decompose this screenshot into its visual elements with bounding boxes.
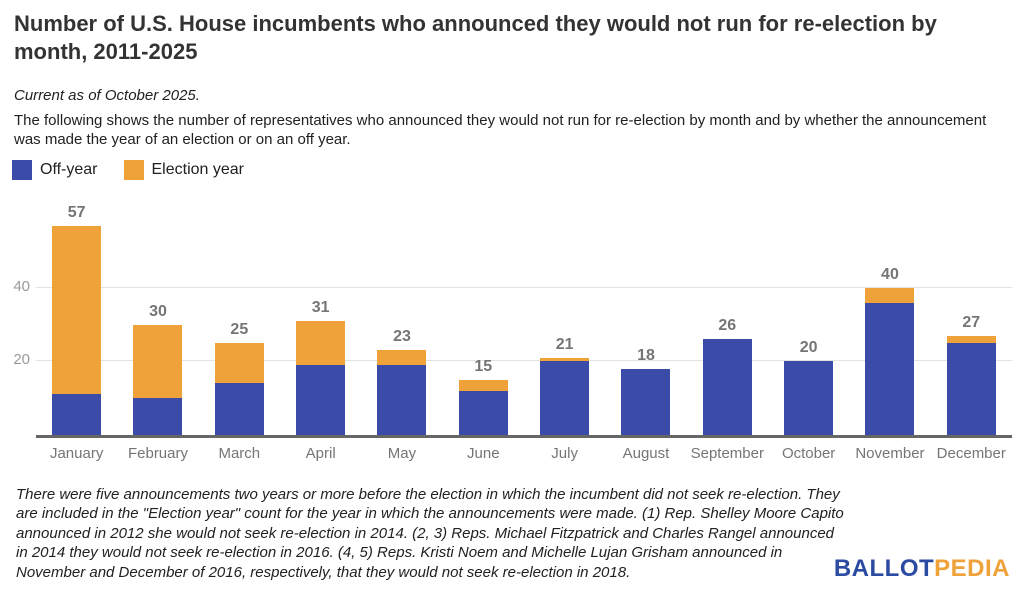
logo-text-pedia: PEDIA xyxy=(934,555,1010,582)
bar-segment-off-year xyxy=(133,398,183,435)
bar-total-label: 20 xyxy=(799,339,818,357)
bar-march: 25 xyxy=(199,322,280,435)
x-axis-labels: January February March April May June July Augu… xyxy=(36,445,1012,462)
x-axis-label-february: February xyxy=(127,444,188,462)
bar-total-label: 25 xyxy=(230,321,249,339)
bar-total-label: 30 xyxy=(149,302,167,320)
bar-segment-election-year xyxy=(133,324,183,399)
bar-segment-election-year xyxy=(865,288,915,303)
y-axis-tick-40: 40 xyxy=(13,278,30,296)
bar-total-label: 40 xyxy=(881,266,899,284)
bar-segment-election-year xyxy=(377,350,427,366)
legend-label: Election year xyxy=(151,161,245,179)
page-title: Number of U.S. House incumbents who anno… xyxy=(14,11,937,64)
bar-june: 15 xyxy=(443,357,524,435)
x-axis-label-january: January xyxy=(49,444,104,462)
bar-segment-off-year xyxy=(865,302,915,435)
bar-total-label: 31 xyxy=(311,299,330,317)
bars-row: 57 30 25 31 23 15 21 18 26 20 40 27 xyxy=(36,197,1012,435)
bar-segment-off-year xyxy=(784,361,834,435)
bar-segment-election-year xyxy=(214,343,264,384)
bar-october: 20 xyxy=(768,339,849,435)
chart-legend: Off-year Election year xyxy=(12,160,1010,181)
legend-swatch-icon xyxy=(12,160,32,181)
x-axis-label-july: July xyxy=(551,444,578,462)
x-axis-line xyxy=(36,434,1012,438)
x-axis-label-august: August xyxy=(622,444,670,462)
bar-segment-election-year xyxy=(52,225,102,395)
chart-description: The following shows the number of repres… xyxy=(14,111,987,149)
legend-item-election-year: Election year xyxy=(123,160,245,181)
bar-total-label: 21 xyxy=(555,335,574,353)
bar-segment-election-year xyxy=(458,379,508,391)
bar-total-label: 18 xyxy=(637,346,655,364)
x-axis-label-september: September xyxy=(690,444,764,462)
bar-chart: 20 40 57 30 25 31 23 15 21 18 26 20 40 27 January Febr… xyxy=(0,197,1024,462)
gridline-20 xyxy=(36,360,1012,362)
bar-april: 31 xyxy=(280,300,361,435)
bar-segment-off-year xyxy=(946,343,996,435)
x-axis-label-december: December xyxy=(936,444,1006,462)
bar-december: 27 xyxy=(931,313,1012,435)
bar-segment-off-year xyxy=(377,365,427,435)
bar-total-label: 57 xyxy=(67,203,86,221)
ballotpedia-logo: BALLOTPEDIA xyxy=(834,557,1010,581)
bar-segment-election-year xyxy=(296,321,346,366)
legend-label: Off-year xyxy=(40,161,98,179)
bar-august: 18 xyxy=(605,346,686,435)
x-axis-label-april: April xyxy=(305,444,336,462)
plot-area: 20 40 57 30 25 31 23 15 21 18 26 20 40 27 xyxy=(13,197,1012,435)
bar-september: 26 xyxy=(687,317,768,435)
gridline-40 xyxy=(36,287,1012,289)
bar-february: 30 xyxy=(117,302,198,435)
logo-text-ballot: BALLOT xyxy=(833,555,935,582)
bar-total-label: 27 xyxy=(962,313,981,331)
bar-segment-off-year xyxy=(52,394,102,435)
bar-may: 23 xyxy=(361,328,442,435)
x-axis-label-october: October xyxy=(781,444,836,462)
legend-swatch-icon xyxy=(123,160,144,181)
chart-footnote: There were five announcements two years … xyxy=(16,485,844,581)
y-axis-tick-20: 20 xyxy=(13,351,30,369)
bar-segment-election-year xyxy=(946,335,996,344)
bar-total-label: 23 xyxy=(393,328,411,346)
chart-subtitle: Current as of October 2025. xyxy=(14,86,200,104)
bar-segment-off-year xyxy=(458,390,508,435)
bar-segment-off-year xyxy=(296,365,346,435)
bar-november: 40 xyxy=(849,266,930,435)
x-axis-label-june: June xyxy=(467,444,500,462)
bar-segment-election-year xyxy=(540,357,590,362)
x-axis-label-may: May xyxy=(387,444,417,462)
bar-segment-off-year xyxy=(702,339,752,435)
bar-january: 57 xyxy=(36,203,117,435)
bar-july: 21 xyxy=(524,335,605,435)
bar-segment-off-year xyxy=(540,361,590,435)
bar-segment-off-year xyxy=(621,368,671,435)
legend-item-off-year: Off-year xyxy=(12,160,98,181)
x-axis-label-march: March xyxy=(218,444,261,462)
x-axis-label-november: November xyxy=(855,444,925,462)
bar-total-label: 26 xyxy=(718,317,737,335)
bar-segment-off-year xyxy=(214,383,264,435)
bar-total-label: 15 xyxy=(474,357,493,375)
